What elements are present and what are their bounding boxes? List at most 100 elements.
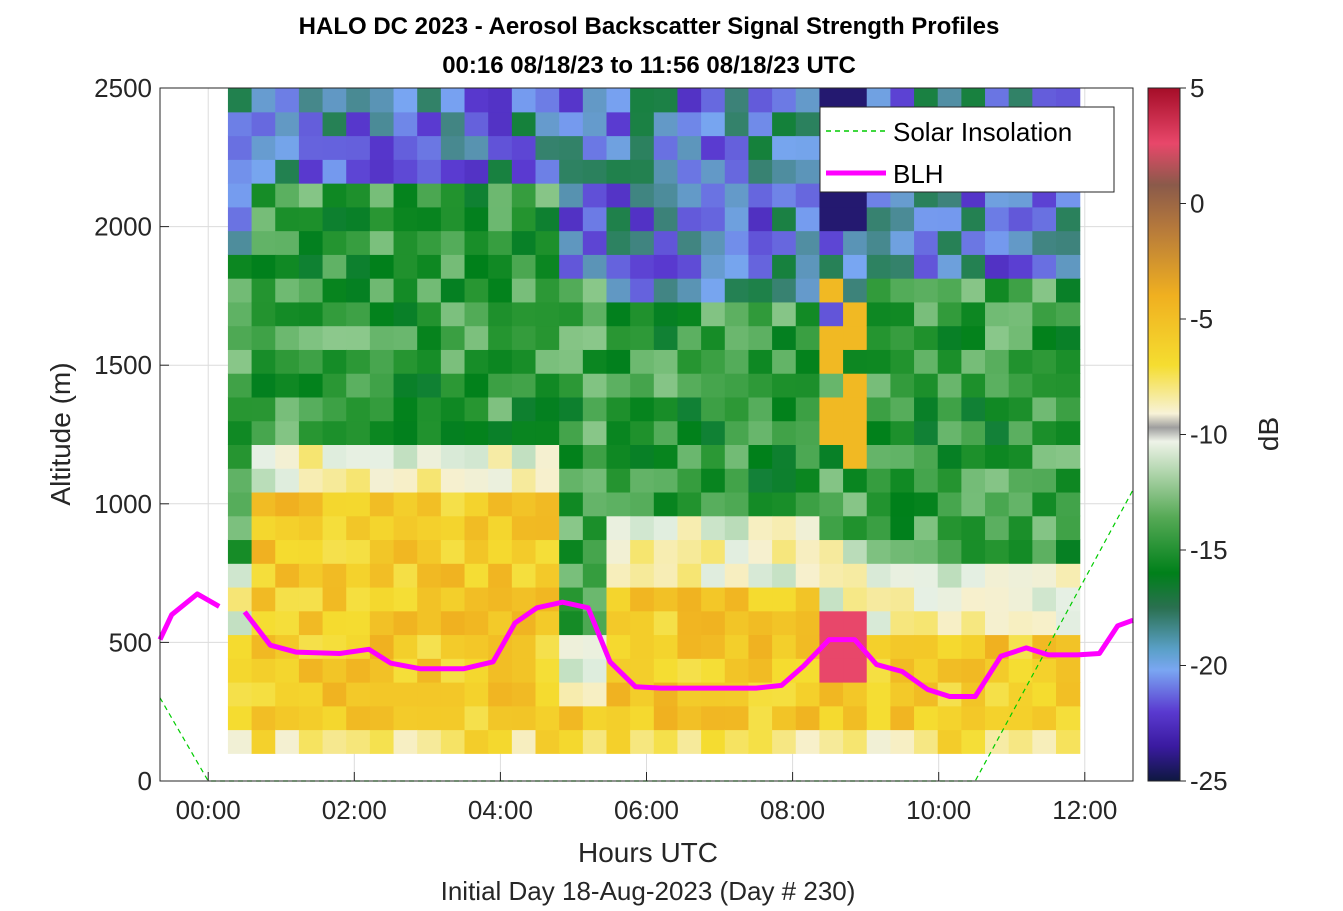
heatmap-cell bbox=[346, 491, 371, 517]
heatmap-cell bbox=[535, 491, 560, 517]
heatmap-cell bbox=[346, 301, 371, 327]
heatmap-cell bbox=[606, 515, 631, 541]
heatmap-cell bbox=[937, 634, 962, 659]
heatmap-cell bbox=[795, 135, 821, 160]
heatmap-cell bbox=[937, 491, 962, 517]
heatmap-cell bbox=[606, 682, 631, 707]
heatmap-cell bbox=[937, 396, 962, 422]
heatmap-cell bbox=[322, 111, 347, 137]
heatmap-cell bbox=[417, 682, 442, 707]
heatmap-cell bbox=[748, 254, 773, 279]
heatmap-cell bbox=[227, 325, 253, 350]
heatmap-cell bbox=[322, 349, 347, 374]
heatmap-cell bbox=[653, 230, 679, 255]
heatmap-cell bbox=[322, 206, 347, 232]
heatmap-cell bbox=[417, 634, 442, 659]
heatmap-cell bbox=[890, 420, 915, 445]
heatmap-cell bbox=[985, 610, 1010, 636]
x-tick-label: 04:00 bbox=[468, 795, 533, 825]
heatmap-cell bbox=[866, 610, 891, 636]
heatmap-cell bbox=[937, 539, 962, 564]
heatmap-cell bbox=[914, 563, 939, 588]
heatmap-cell bbox=[701, 111, 726, 137]
heatmap-cell bbox=[961, 278, 986, 303]
heatmap-cell bbox=[677, 610, 702, 636]
heatmap-cell bbox=[1032, 515, 1057, 541]
heatmap-cell bbox=[677, 206, 702, 232]
heatmap-cell bbox=[511, 658, 537, 683]
heatmap-cell bbox=[961, 230, 986, 255]
heatmap-cell bbox=[772, 278, 797, 303]
heatmap-cell bbox=[890, 610, 915, 636]
heatmap-cell bbox=[275, 420, 300, 445]
heatmap-cell bbox=[582, 729, 608, 754]
heatmap-cell bbox=[251, 468, 276, 493]
heatmap-cell bbox=[866, 349, 891, 374]
heatmap-cell bbox=[440, 88, 466, 113]
heatmap-cell bbox=[393, 705, 418, 731]
heatmap-cell bbox=[393, 159, 418, 184]
heatmap-cell bbox=[653, 705, 679, 731]
heatmap-cell bbox=[464, 468, 489, 493]
heatmap-cell bbox=[369, 515, 395, 541]
heatmap-cell bbox=[677, 539, 702, 564]
heatmap-cell bbox=[417, 563, 442, 588]
heatmap-cell bbox=[724, 491, 750, 517]
heatmap-cell bbox=[440, 349, 466, 374]
heatmap-cell bbox=[322, 135, 347, 160]
y-tick-label: 1000 bbox=[94, 489, 152, 519]
heatmap-cell bbox=[346, 254, 371, 279]
heatmap-cell bbox=[322, 301, 347, 327]
heatmap-cell bbox=[724, 586, 750, 612]
heatmap-cell bbox=[298, 230, 324, 255]
heatmap-cell bbox=[1032, 230, 1057, 255]
heatmap-cell bbox=[559, 278, 584, 303]
heatmap-cell bbox=[346, 444, 371, 469]
heatmap-cell bbox=[227, 183, 253, 208]
heatmap-cell bbox=[772, 349, 797, 374]
x-tick-label: 12:00 bbox=[1052, 795, 1117, 825]
heatmap-cell bbox=[606, 705, 631, 731]
heatmap-cell bbox=[1008, 373, 1033, 398]
heatmap-cell bbox=[227, 539, 253, 564]
heatmap-cell bbox=[1056, 729, 1081, 754]
heatmap-cell bbox=[985, 325, 1010, 350]
heatmap-cell bbox=[535, 729, 560, 754]
heatmap-cell bbox=[322, 539, 347, 564]
heatmap-cell bbox=[606, 230, 631, 255]
heatmap-cell bbox=[630, 658, 655, 683]
heatmap-cell bbox=[914, 396, 939, 422]
heatmap-cell bbox=[606, 420, 631, 445]
heatmap-cell bbox=[440, 254, 466, 279]
heatmap-cell bbox=[795, 111, 821, 137]
heatmap-cell bbox=[464, 634, 489, 659]
heatmap-cell bbox=[511, 183, 537, 208]
heatmap-cell bbox=[890, 373, 915, 398]
heatmap-cell bbox=[1056, 278, 1081, 303]
heatmap-cell bbox=[914, 206, 939, 232]
heatmap-cell bbox=[275, 396, 300, 422]
heatmap-cell bbox=[535, 444, 560, 469]
heatmap-cell bbox=[890, 325, 915, 350]
heatmap-cell bbox=[795, 586, 821, 612]
heatmap-cell bbox=[937, 586, 962, 612]
heatmap-cell bbox=[866, 468, 891, 493]
heatmap-cell bbox=[346, 420, 371, 445]
heatmap-cell bbox=[275, 325, 300, 350]
heatmap-cell bbox=[417, 396, 442, 422]
heatmap-cell bbox=[795, 325, 821, 350]
heatmap-cell bbox=[322, 396, 347, 422]
heatmap-cell bbox=[417, 444, 442, 469]
heatmap-cell bbox=[1032, 325, 1057, 350]
heatmap-cell bbox=[724, 88, 750, 113]
heatmap-cell bbox=[322, 491, 347, 517]
heatmap-cell bbox=[1008, 468, 1033, 493]
heatmap-cell bbox=[227, 301, 253, 327]
heatmap-cell bbox=[346, 563, 371, 588]
heatmap-cell bbox=[393, 420, 418, 445]
heatmap-cell bbox=[961, 373, 986, 398]
heatmap-cell bbox=[464, 539, 489, 564]
heatmap-cell bbox=[559, 705, 584, 731]
heatmap-cell bbox=[677, 88, 702, 113]
heatmap-cell bbox=[251, 420, 276, 445]
